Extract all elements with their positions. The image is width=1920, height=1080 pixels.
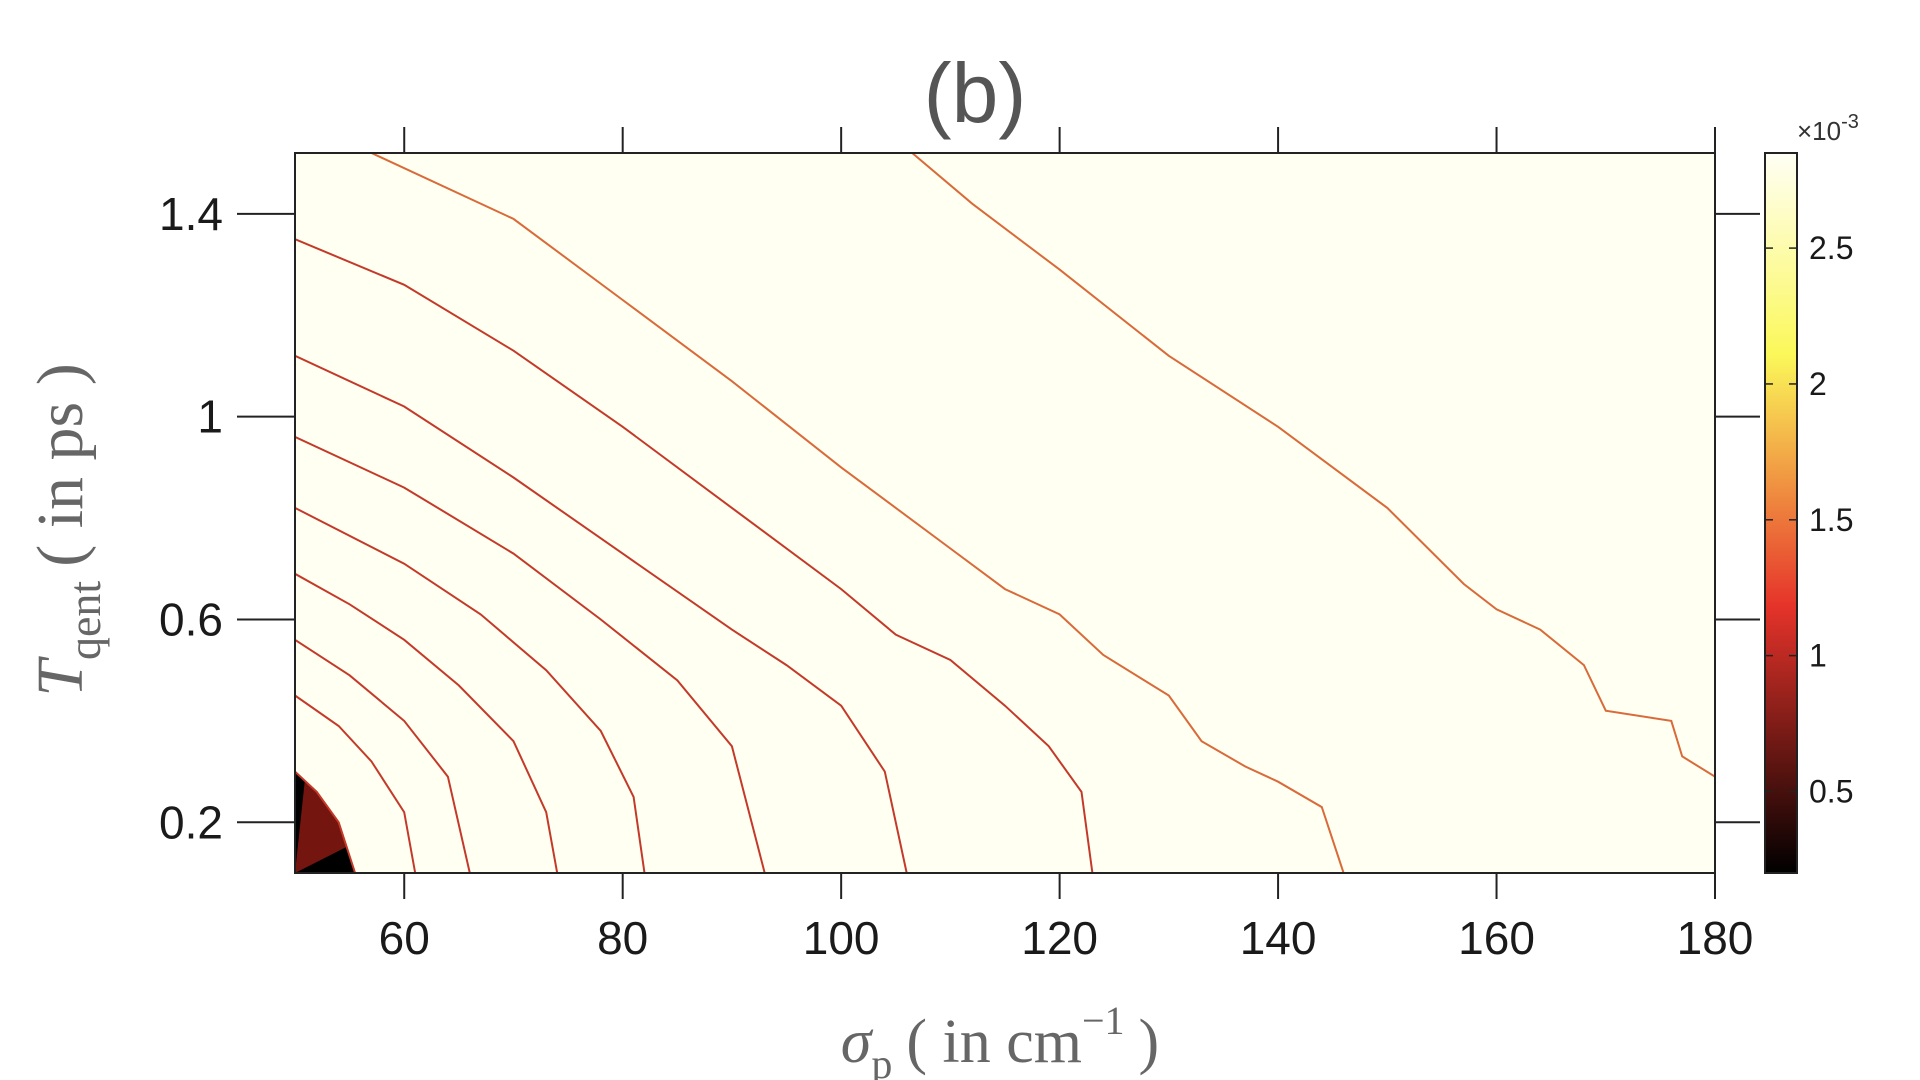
contour-line-1.25 — [295, 435, 766, 873]
contour-band-10 — [295, 153, 1715, 873]
contour-line-0.25 — [911, 153, 1715, 778]
chart-title: (b) — [924, 46, 1027, 140]
plot-area: 60 80 100 120 140 160 180 0.2 0.6 1 1.4 — [159, 127, 1760, 964]
y-tick-label: 0.2 — [159, 796, 223, 848]
contour-line-0.5 — [371, 153, 1345, 873]
x-tick-label: 160 — [1458, 912, 1535, 964]
plot-frame — [294, 152, 1716, 874]
colorbar-tick-label: 1 — [1809, 638, 1827, 674]
colorbar-gradient — [1765, 153, 1797, 873]
contour-line-2.25 — [295, 694, 417, 873]
colorbar-tick-label: 1.5 — [1809, 502, 1853, 538]
colorbar-tick-label: 2.5 — [1809, 230, 1853, 266]
y-tick-label: 1.4 — [159, 188, 223, 240]
x-axis-label: σp( in cm−1) — [841, 998, 1159, 1080]
x-tick-label: 140 — [1240, 912, 1317, 964]
x-tick-label: 60 — [379, 912, 430, 964]
y-tick-label: 0.6 — [159, 593, 223, 645]
x-tick-label: 120 — [1021, 912, 1098, 964]
y-axis-label: Tqent( in ps ) — [24, 363, 110, 696]
x-tick-label: 180 — [1677, 912, 1754, 964]
contour-line-0.75 — [295, 238, 1094, 873]
colorbar-exponent-label: ×10-3 — [1797, 111, 1859, 146]
colorbar-tick-label: 2 — [1809, 366, 1827, 402]
x-tick-label: 80 — [597, 912, 648, 964]
x-tick-label: 100 — [803, 912, 880, 964]
colorbar-frame — [1764, 152, 1798, 874]
contour-line-1.75 — [295, 572, 559, 873]
contour-line-2.5 — [295, 770, 357, 873]
contour-line-2 — [295, 638, 471, 873]
colorbar: 0.5 1 1.5 2 2.5 ×10-3 — [1764, 111, 1859, 874]
contour-line-1 — [295, 354, 908, 873]
colorbar-tick-label: 0.5 — [1809, 773, 1853, 809]
contour-line-1.5 — [295, 507, 646, 873]
y-tick-label: 1 — [197, 391, 223, 443]
